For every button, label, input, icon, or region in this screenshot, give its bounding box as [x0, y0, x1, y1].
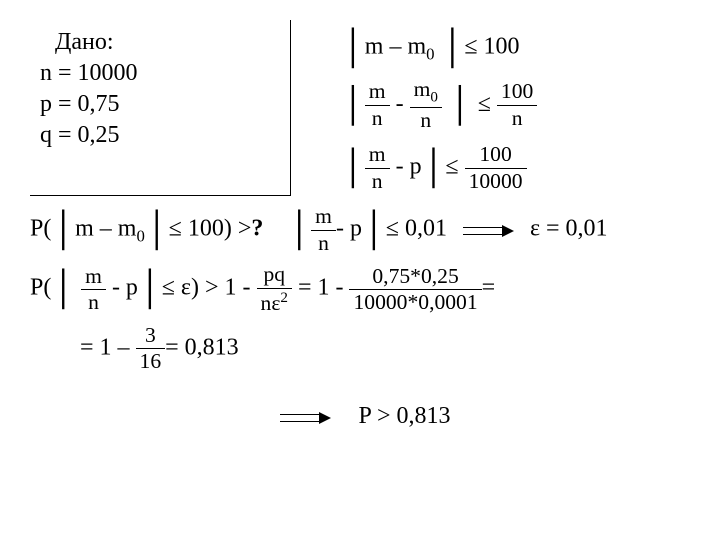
- q1-sub: 0: [136, 227, 144, 246]
- q2-fd: n: [81, 290, 106, 314]
- l2-f3d: n: [497, 106, 537, 130]
- q1-mark: ?: [251, 216, 263, 242]
- q2-f2d-a: nε: [261, 291, 281, 315]
- derivation-col: │m – m0 │≤ 100 │mn - m0n │ ≤ 100n │mn - …: [291, 20, 537, 196]
- q2-f3d: 10000*0,0001: [349, 290, 481, 314]
- q2-pre: P(: [30, 275, 51, 301]
- q2-eq: = 1 -: [292, 275, 350, 301]
- l4-mid: - p: [336, 216, 362, 242]
- q2-f3n: 0,75*0,25: [349, 266, 481, 291]
- q2-post: ≤ ε) > 1 -: [162, 275, 257, 301]
- given-n: n = 10000: [40, 60, 250, 87]
- inequality-row: P(│ mn - p│≤ ε) > 1 - pqnε2 = 1 - 0,75*0…: [30, 264, 690, 314]
- l1-pre: m – m: [365, 34, 426, 60]
- l2-op: ≤: [472, 91, 497, 117]
- l3-f2n: 100: [465, 144, 527, 169]
- final-answer: P > 0,813: [359, 403, 451, 429]
- l2-f1n: m: [365, 81, 390, 106]
- mid-rows: P(│m – m0│≤ 100) >? │mn- p│≤ 0,01 ε = 0,…: [30, 206, 690, 431]
- result-row: = 1 – 316= 0,813: [30, 325, 690, 373]
- deriv-line-2: │mn - m0n │ ≤ 100n: [341, 79, 537, 132]
- q2-f2n: pq: [257, 264, 292, 289]
- l4-rhs: ≤ 0,01: [386, 216, 447, 242]
- l3-mid: - p: [390, 154, 422, 180]
- l3-f1n: m: [365, 144, 390, 169]
- q1-pre: P(: [30, 216, 51, 242]
- given-box: Дано: n = 10000 p = 0,75 q = 0,25: [30, 20, 291, 196]
- implies-icon: [463, 217, 514, 244]
- q1-post: ≤ 100) >: [169, 216, 252, 242]
- l2-f2sub: 0: [430, 89, 438, 105]
- l3-f1d: n: [365, 169, 390, 193]
- l2-f2n: m: [414, 77, 431, 101]
- l4-f1d: n: [311, 231, 336, 255]
- deriv-line-3: │mn - p│≤ 10010000: [341, 144, 537, 192]
- l4-f1n: m: [311, 206, 336, 231]
- q1-abs: m – m: [75, 216, 136, 242]
- q2-fn: m: [81, 266, 106, 291]
- l3-f2d: 10000: [465, 169, 527, 193]
- q3-fd: 16: [136, 349, 166, 373]
- q2-tail: =: [482, 275, 496, 301]
- l2-mid: -: [390, 91, 410, 117]
- given-title: Дано:: [40, 29, 250, 56]
- q3-post: = 0,813: [165, 334, 239, 360]
- l4-eps: ε = 0,01: [530, 216, 608, 242]
- l1-sub: 0: [426, 44, 434, 63]
- l2-f1d: n: [365, 106, 390, 130]
- q3-pre: = 1 –: [80, 334, 136, 360]
- question-row: P(│m – m0│≤ 100) >? │mn- p│≤ 0,01 ε = 0,…: [30, 206, 690, 254]
- implies-icon: [280, 404, 331, 431]
- q3-fn: 3: [136, 325, 166, 350]
- l3-op: ≤: [445, 154, 464, 180]
- q2-mid: - p: [106, 275, 138, 301]
- q2-f2d-exp: 2: [280, 290, 288, 306]
- given-p: p = 0,75: [40, 91, 250, 118]
- l1-post: ≤ 100: [464, 34, 519, 60]
- deriv-line-1: │m – m0 │≤ 100: [341, 29, 537, 67]
- l2-f3n: 100: [497, 81, 537, 106]
- l2-f2d: n: [410, 108, 442, 132]
- final-row: P > 0,813: [30, 403, 690, 431]
- given-q: q = 0,25: [40, 122, 250, 149]
